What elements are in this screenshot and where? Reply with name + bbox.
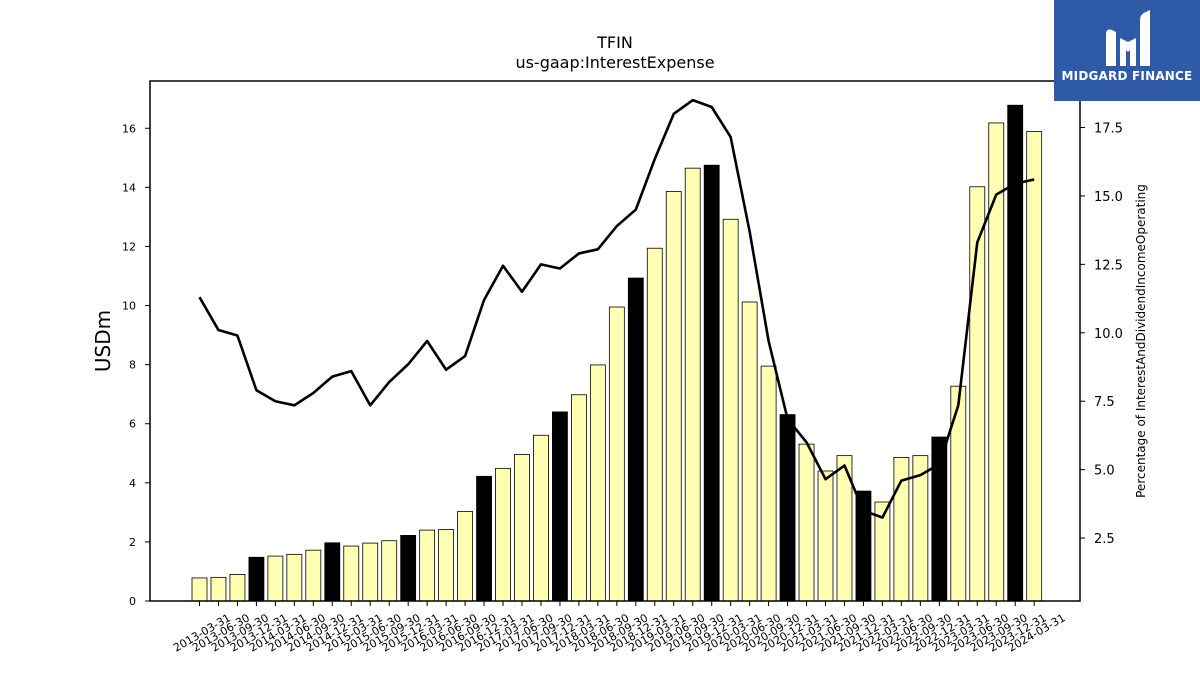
bar: [229, 574, 246, 602]
bar: [210, 576, 227, 602]
line-path: [198, 98, 1035, 519]
bar: [627, 277, 644, 602]
bar: [400, 535, 417, 602]
y2-tick-label: 12.5: [1094, 258, 1123, 273]
bar: [589, 364, 606, 602]
bar: [665, 191, 682, 602]
bar: [457, 511, 473, 602]
bar: [703, 164, 720, 602]
y-tick-label: 4: [129, 477, 136, 490]
bar: [722, 218, 739, 602]
bar: [533, 434, 549, 602]
plot-frame: [149, 80, 1081, 602]
bar: [779, 414, 796, 602]
bar: [476, 475, 492, 602]
bar: [608, 306, 625, 602]
y2-axis-label: Percentage of InterestAndDividendIncomeO…: [1134, 184, 1148, 498]
bar: [324, 542, 341, 602]
y2-tick-label: 2.5: [1094, 532, 1115, 547]
y-tick-label: 12: [122, 240, 136, 253]
logo-text: MIDGARD FINANCE: [1061, 69, 1193, 83]
chart-title: TFIN: [596, 33, 633, 52]
bar: [286, 553, 303, 602]
x-axis: 2013-03-312013-06-302013-09-302013-12-31…: [171, 601, 1068, 655]
y-axis-left: 0 2 4 6 8 10 12 14 16: [122, 122, 150, 608]
bar: [191, 577, 208, 602]
bar: [571, 394, 587, 602]
bar: [514, 454, 530, 602]
y-tick-label: 10: [122, 300, 136, 313]
bar: [798, 443, 815, 602]
y2-tick-label: 15.0: [1094, 190, 1123, 205]
bar: [305, 549, 322, 602]
y2-tick-label: 10.0: [1094, 327, 1123, 342]
y-tick-label: 0: [129, 595, 136, 608]
bar: [343, 545, 360, 602]
y-tick-label: 16: [122, 122, 136, 135]
brand-logo: MIDGARD FINANCE: [1054, 0, 1200, 101]
logo-mark-icon: [1106, 10, 1150, 66]
bar: [362, 542, 379, 602]
chart-subtitle: us-gaap:InterestExpense: [515, 53, 714, 72]
y-tick-label: 14: [122, 181, 136, 194]
bar: [741, 301, 758, 602]
bar: [1026, 131, 1043, 602]
bar: [646, 247, 663, 602]
y-tick-label: 6: [129, 418, 136, 431]
bar: [760, 365, 777, 602]
bar: [419, 529, 436, 602]
bar: [684, 167, 701, 602]
bar: [817, 470, 834, 602]
bar: [267, 555, 284, 602]
bar: [438, 529, 455, 602]
y2-tick-label: 17.5: [1094, 122, 1123, 137]
y2-tick-label: 7.5: [1094, 395, 1115, 410]
y-tick-label: 2: [129, 536, 136, 549]
y2-tick-label: 5.0: [1094, 464, 1115, 479]
y-axis-right: 2.5 5.0 7.5 10.0 12.5 15.0 17.5: [1080, 122, 1123, 547]
bar-series: [191, 104, 1043, 602]
bar: [248, 556, 265, 602]
bar: [495, 467, 511, 602]
bar: [1007, 104, 1024, 602]
line-series: [198, 98, 1035, 519]
bar: [552, 411, 568, 602]
bar: [381, 540, 398, 602]
y-axis-label: USDm: [91, 310, 115, 372]
y-tick-label: 8: [129, 359, 136, 372]
